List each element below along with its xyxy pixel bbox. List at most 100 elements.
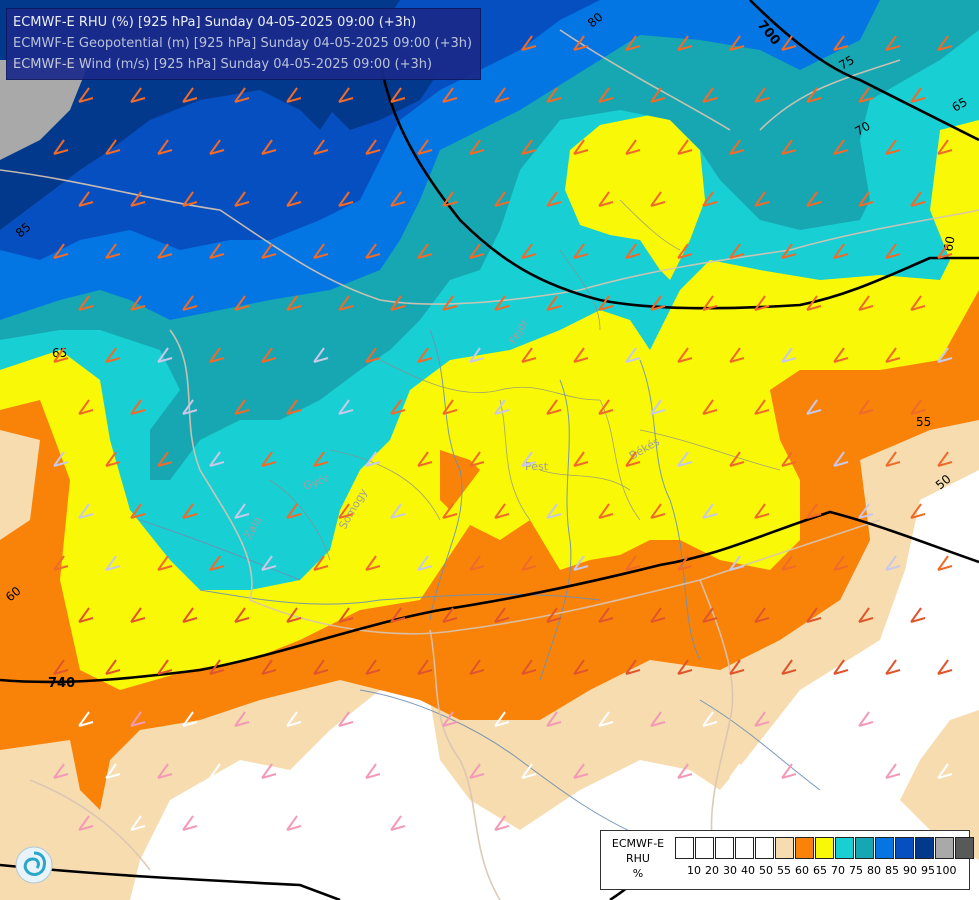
- wind-barb: [521, 347, 537, 363]
- legend-swatch: [795, 837, 814, 859]
- wind-barb: [729, 451, 745, 467]
- wind-barb: [417, 139, 433, 155]
- wind-barb: [469, 347, 485, 363]
- wind-barb: [781, 555, 797, 571]
- wind-barb: [521, 35, 537, 51]
- wind-barb: [650, 399, 666, 415]
- wind-barb: [286, 191, 302, 207]
- wind-barb: [209, 451, 225, 467]
- wind-barb: [625, 659, 641, 675]
- wind-barb: [130, 191, 146, 207]
- wind-barb: [417, 555, 433, 571]
- legend-ticks: 10 20 30 40 50 55 60 65 70 75 80 85 90 95 100: [675, 864, 975, 878]
- wind-barb: [234, 503, 250, 519]
- legend-tick-label: 95: [921, 864, 935, 877]
- rh-55-area-left-hole: [0, 430, 40, 540]
- wind-barb: [78, 711, 94, 727]
- wind-barb: [677, 763, 693, 779]
- wind-barb: [521, 555, 537, 571]
- wind-barb: [625, 763, 641, 779]
- wind-barb: [729, 555, 745, 571]
- wind-barb: [130, 399, 146, 415]
- title-rhu: ECMWF-E RHU (%) [925 hPa] Sunday 04-05-2…: [13, 15, 417, 30]
- wind-barb: [833, 555, 849, 571]
- wind-barb: [469, 243, 485, 259]
- wind-barb: [53, 451, 69, 467]
- wind-barb: [677, 243, 693, 259]
- wind-barb: [182, 295, 198, 311]
- wind-barb: [130, 711, 146, 727]
- wind-barb: [417, 451, 433, 467]
- wind-barb: [494, 191, 510, 207]
- wind-barb: [833, 243, 849, 259]
- wind-barb: [105, 243, 121, 259]
- wind-barb: [885, 139, 901, 155]
- wind-barb: [546, 87, 562, 103]
- wind-barb: [573, 139, 589, 155]
- wind-barb: [417, 347, 433, 363]
- legend-tick-label: 50: [759, 864, 773, 877]
- wind-barb: [754, 191, 770, 207]
- wind-barb: [78, 503, 94, 519]
- map-title-box: ECMWF-E RHU (%) [925 hPa] Sunday 04-05-2…: [6, 8, 482, 80]
- wind-barb: [234, 815, 250, 831]
- wind-barb: [885, 659, 901, 675]
- wind-barb: [417, 659, 433, 675]
- contour-label-75: 75: [837, 53, 857, 73]
- wind-barb: [833, 347, 849, 363]
- wind-barb: [858, 711, 874, 727]
- contour-label-65-right: 65: [950, 95, 970, 115]
- wind-barb: [650, 503, 666, 519]
- wind-barb: [598, 87, 614, 103]
- wind-barb: [182, 503, 198, 519]
- wind-barb: [754, 607, 770, 623]
- wind-barb: [105, 555, 121, 571]
- wind-barb: [53, 763, 69, 779]
- wind-barb: [261, 555, 277, 571]
- wind-barb: [442, 607, 458, 623]
- wind-barb: [625, 555, 641, 571]
- wind-barb: [78, 191, 94, 207]
- wind-barb: [833, 451, 849, 467]
- wind-barb: [286, 87, 302, 103]
- title-wind: ECMWF-E Wind (m/s) [925 hPa] Sunday 04-0…: [13, 57, 433, 72]
- wind-barb: [781, 139, 797, 155]
- wind-barb: [209, 347, 225, 363]
- wind-barb: [833, 763, 849, 779]
- wind-barb: [209, 659, 225, 675]
- wind-barb: [442, 815, 458, 831]
- wind-barb: [130, 295, 146, 311]
- wind-barb: [53, 347, 69, 363]
- wind-barb: [521, 451, 537, 467]
- wind-barb: [105, 763, 121, 779]
- wind-barb: [677, 35, 693, 51]
- wind-barb: [937, 243, 953, 259]
- wind-barb: [209, 243, 225, 259]
- wind-barb: [754, 399, 770, 415]
- wind-barb: [781, 347, 797, 363]
- legend-swatch: [755, 837, 774, 859]
- wind-barb: [781, 243, 797, 259]
- wind-barb: [573, 555, 589, 571]
- wind-barb: [365, 243, 381, 259]
- wind-barb: [806, 399, 822, 415]
- wind-barb: [130, 815, 146, 831]
- wind-barb: [910, 87, 926, 103]
- wind-barb: [598, 295, 614, 311]
- wind-barb: [781, 35, 797, 51]
- wind-barb: [833, 35, 849, 51]
- wind-barb: [781, 763, 797, 779]
- wind-barb: [494, 295, 510, 311]
- wind-barb: [442, 191, 458, 207]
- wind-barb: [910, 711, 926, 727]
- wind-barb: [677, 659, 693, 675]
- legend: ECMWF-E RHU % 10 20 30 40 50 55 60 65 70 75 80 85 90…: [600, 830, 974, 890]
- legend-tick-label: 75: [849, 864, 863, 877]
- legend-tick-label: 60: [795, 864, 809, 877]
- legend-swatch: [675, 837, 694, 859]
- wind-barb: [910, 191, 926, 207]
- wind-barb: [937, 555, 953, 571]
- wind-barb: [157, 139, 173, 155]
